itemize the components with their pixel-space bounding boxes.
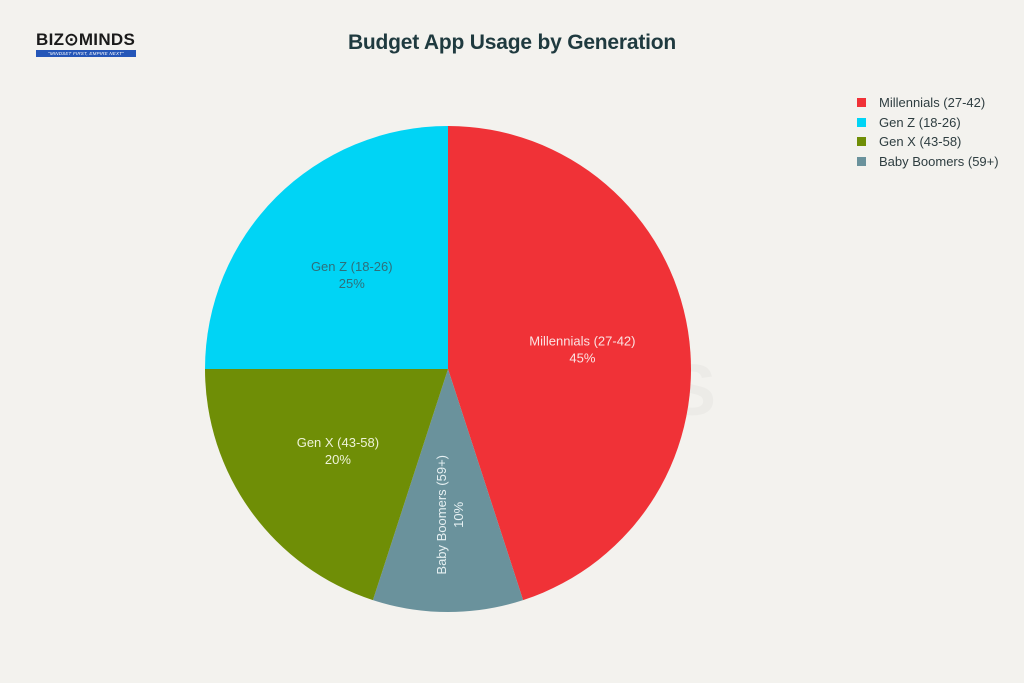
pie-slice-gen[interactable] [205, 369, 448, 601]
slice-label: Baby Boomers (59+) 10% [434, 455, 466, 575]
brand-logo: BIZ⊙MINDS "MINDSET FIRST, EMPIRE NEXT" [36, 30, 140, 60]
pie-slice-gen[interactable] [205, 126, 448, 369]
legend-swatch [857, 98, 866, 108]
slice-label: Gen Z (18-26) 25% [311, 259, 393, 291]
svg-text:Gen Z (18-26): Gen Z (18-26) [311, 259, 393, 274]
legend-swatch [857, 156, 866, 166]
legend-swatch [857, 117, 866, 127]
svg-text:Baby Boomers (59+): Baby Boomers (59+) [434, 455, 449, 575]
legend-item-baby-boomers[interactable]: Baby Boomers (59+) [857, 152, 999, 172]
legend: Millennials (27-42) Gen Z (18-26) Gen X … [857, 93, 999, 171]
legend-label: Gen X (43-58) [879, 134, 962, 150]
slice-label: Millennials (27-42) 45% [529, 334, 635, 366]
slice-labels: Millennials (27-42) 45% Baby Boomers (59+)… [297, 259, 636, 575]
pie-slice-millennials[interactable] [448, 126, 691, 601]
svg-text:Gen X (43-58): Gen X (43-58) [297, 435, 379, 450]
legend-label: Millennials (27-42) [879, 95, 986, 111]
chart-title: Budget App Usage by Generation [347, 31, 677, 54]
svg-text:45%: 45% [569, 351, 595, 366]
svg-text:20%: 20% [325, 452, 351, 467]
legend-item-gen-x[interactable]: Gen X (43-58) [857, 132, 999, 152]
pie-slices [205, 126, 691, 613]
legend-item-millennials[interactable]: Millennials (27-42) [857, 93, 999, 113]
slice-label: Gen X (43-58) 20% [297, 435, 379, 467]
pie-slice-baby[interactable] [372, 369, 524, 613]
legend-swatch [857, 137, 866, 147]
legend-item-gen-z[interactable]: Gen Z (18-26) [857, 113, 999, 133]
legend-label: Gen Z (18-26) [879, 114, 961, 130]
svg-text:25%: 25% [339, 276, 365, 291]
svg-text:10%: 10% [451, 501, 466, 527]
brand-name: BIZ⊙MINDS [36, 30, 136, 49]
svg-text:Millennials (27-42): Millennials (27-42) [529, 334, 635, 349]
brand-tagline: "MINDSET FIRST, EMPIRE NEXT" [36, 50, 136, 57]
legend-label: Baby Boomers (59+) [879, 153, 999, 169]
